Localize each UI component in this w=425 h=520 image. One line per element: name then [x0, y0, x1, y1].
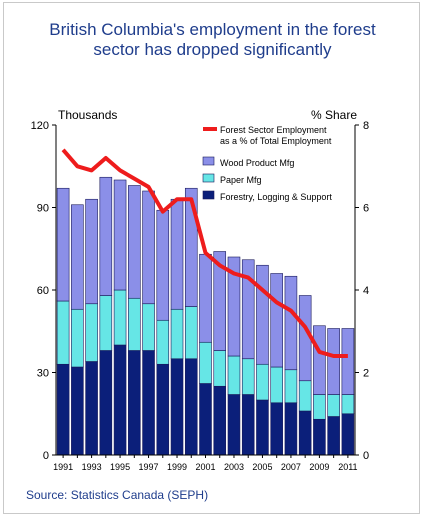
bar-wood-product-mfg-2004 — [241, 259, 255, 360]
bar-wood-product-mfg-2006 — [270, 273, 283, 368]
legend-forestry-logging-support-label: Forestry, Logging & Support — [220, 192, 332, 202]
bar-paper-mfg-2011 — [341, 394, 355, 415]
bar-wood-product-mfg-2002 — [213, 251, 227, 351]
x-tick-label-1991: 1991 — [53, 462, 73, 472]
bar-forestry-logging-support-1992 — [71, 366, 84, 456]
right-tick-label-0: 0 — [363, 450, 369, 462]
legend-wood-product-mfg-label: Wood Product Mfg — [220, 158, 294, 168]
bar-wood-product-mfg-1991 — [56, 187, 70, 302]
bar-wood-product-mfg-1994 — [99, 176, 113, 296]
bar-forestry-logging-support-2005 — [256, 399, 269, 456]
source-note: Source: Statistics Canada (SEPH) — [26, 488, 209, 502]
legend-forest-sector-employment-as-a-of-total-employment-label-line-2: as a % of Total Employment — [220, 136, 332, 146]
x-tick-label-1995: 1995 — [110, 462, 130, 472]
left-tick-label-0: 0 — [43, 450, 49, 462]
left-axis-label: Thousands — [58, 108, 117, 122]
bar-wood-product-mfg-2003 — [227, 256, 241, 357]
x-tick-label-2005: 2005 — [252, 462, 272, 472]
bar-paper-mfg-1993 — [85, 303, 98, 362]
bar-forestry-logging-support-2000 — [184, 358, 198, 456]
legend-forest-sector-employment-as-a-of-total-employment-label-line-1: Forest Sector Employment — [220, 125, 327, 135]
bar-wood-product-mfg-1993 — [85, 198, 98, 305]
bar-wood-product-mfg-2009 — [313, 325, 326, 395]
right-tick-label-8: 8 — [363, 120, 369, 132]
bar-paper-mfg-1997 — [142, 303, 155, 351]
x-tick-label-2011: 2011 — [338, 462, 357, 472]
legend-forestry-logging-support-swatch — [202, 190, 215, 200]
bar-paper-mfg-2000 — [184, 306, 198, 360]
right-tick-label-6: 6 — [363, 203, 369, 215]
bar-forestry-logging-support-2006 — [270, 402, 283, 456]
bar-forestry-logging-support-1996 — [128, 350, 141, 456]
bar-paper-mfg-1991 — [56, 300, 70, 365]
bar-wood-product-mfg-1998 — [156, 209, 170, 321]
left-tick-label-60: 60 — [37, 285, 49, 297]
legend-wood-product-mfg-swatch — [202, 156, 215, 166]
bar-paper-mfg-1996 — [128, 297, 141, 351]
left-tick-label-30: 30 — [37, 368, 49, 380]
bar-forestry-logging-support-2001 — [199, 383, 212, 456]
bar-paper-mfg-2002 — [213, 350, 227, 387]
bar-forestry-logging-support-2004 — [241, 394, 255, 456]
x-tick-label-1993: 1993 — [82, 462, 102, 472]
bar-forestry-logging-support-1995 — [113, 344, 127, 456]
bar-wood-product-mfg-2001 — [199, 253, 212, 343]
bar-paper-mfg-2008 — [298, 380, 312, 412]
bar-forestry-logging-support-2009 — [313, 418, 326, 456]
right-axis-label: % Share — [311, 108, 357, 122]
bar-wood-product-mfg-1995 — [113, 179, 127, 291]
bar-paper-mfg-1998 — [156, 319, 170, 365]
bar-forestry-logging-support-1991 — [56, 363, 70, 456]
legend-paper-mfg-swatch — [202, 173, 215, 183]
bar-wood-product-mfg-1997 — [142, 190, 155, 305]
bar-forestry-logging-support-1993 — [85, 361, 98, 456]
right-tick-label-4: 4 — [363, 285, 369, 297]
bar-forestry-logging-support-2011 — [341, 413, 355, 456]
bar-forestry-logging-support-2010 — [327, 416, 340, 456]
chart-title: British Columbia's employment in the for… — [49, 20, 376, 59]
legend-paper-mfg-label: Paper Mfg — [220, 175, 262, 185]
bar-paper-mfg-2003 — [227, 355, 241, 395]
bar-wood-product-mfg-2005 — [256, 264, 269, 365]
bar-forestry-logging-support-2002 — [213, 385, 227, 456]
bar-wood-product-mfg-1999 — [170, 198, 184, 310]
bar-paper-mfg-1994 — [99, 295, 113, 351]
bar-forestry-logging-support-1997 — [142, 350, 155, 456]
bar-wood-product-mfg-2011 — [341, 328, 355, 395]
bar-forestry-logging-support-2003 — [227, 394, 241, 456]
bar-forestry-logging-support-2008 — [298, 410, 312, 456]
x-tick-label-1999: 1999 — [167, 462, 187, 472]
bar-paper-mfg-2010 — [327, 394, 340, 417]
bar-forestry-logging-support-2007 — [284, 402, 298, 456]
bar-paper-mfg-2001 — [199, 341, 212, 384]
right-tick-label-2: 2 — [363, 368, 369, 380]
x-tick-label-2001: 2001 — [195, 462, 215, 472]
bar-paper-mfg-2009 — [313, 394, 326, 420]
left-tick-label-90: 90 — [37, 203, 49, 215]
bar-wood-product-mfg-2010 — [327, 328, 340, 395]
bar-wood-product-mfg-2000 — [184, 187, 198, 307]
bar-forestry-logging-support-1998 — [156, 363, 170, 456]
bar-wood-product-mfg-2007 — [284, 275, 298, 371]
bar-paper-mfg-2006 — [270, 366, 283, 404]
bar-paper-mfg-2004 — [241, 358, 255, 395]
bar-forestry-logging-support-1994 — [99, 350, 113, 456]
bar-wood-product-mfg-1996 — [128, 185, 141, 299]
bar-paper-mfg-2007 — [284, 369, 298, 404]
bar-paper-mfg-1995 — [113, 289, 127, 346]
x-tick-label-2007: 2007 — [281, 462, 301, 472]
bar-wood-product-mfg-1992 — [71, 204, 84, 310]
bar-forestry-logging-support-1999 — [170, 358, 184, 456]
x-tick-label-1997: 1997 — [139, 462, 159, 472]
bar-paper-mfg-1999 — [170, 308, 184, 360]
line-forest-sector-share — [61, 148, 348, 358]
left-tick-label-120: 120 — [31, 120, 49, 132]
bar-paper-mfg-1992 — [71, 308, 84, 368]
x-tick-label-2003: 2003 — [224, 462, 244, 472]
bar-paper-mfg-2005 — [256, 363, 269, 401]
x-tick-label-2009: 2009 — [309, 462, 329, 472]
